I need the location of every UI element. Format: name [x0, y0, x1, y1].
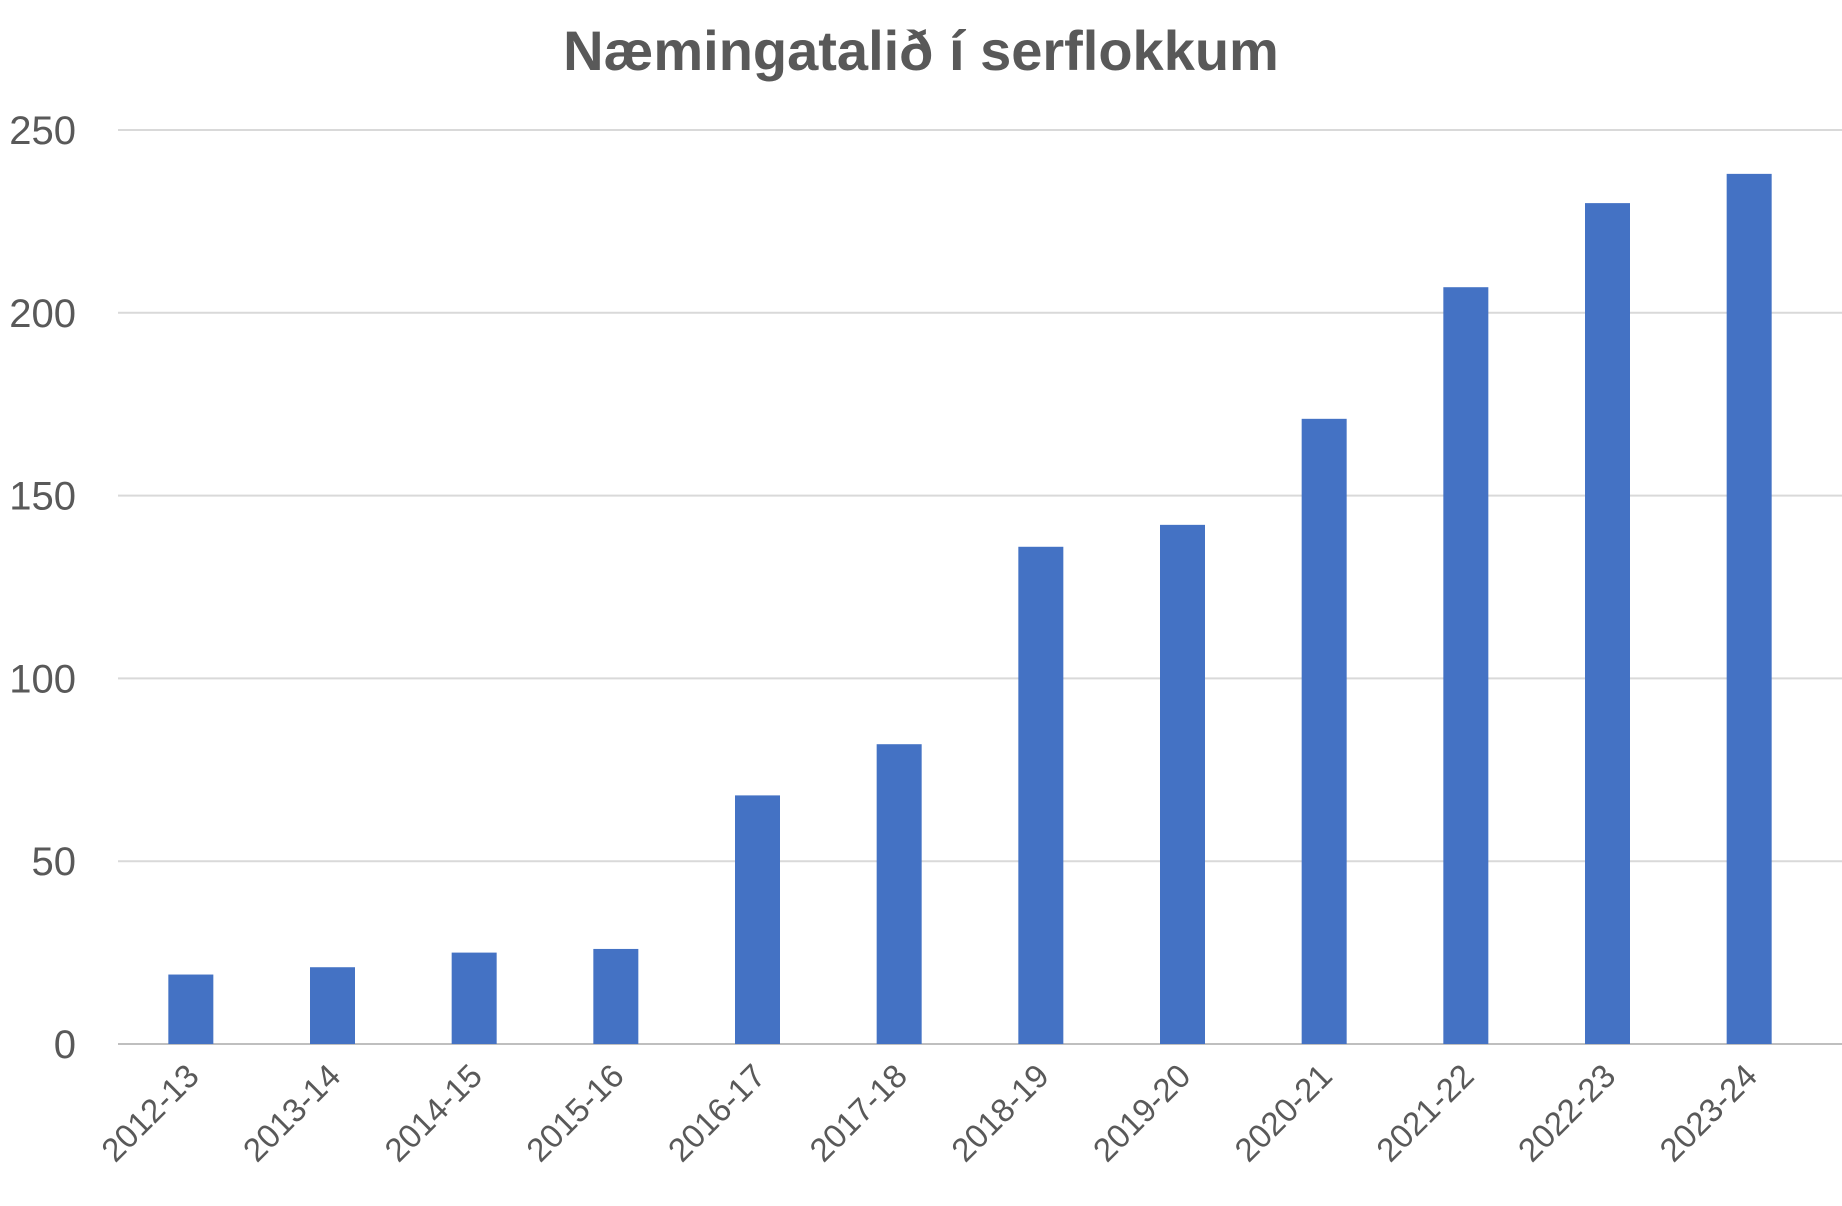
y-tick-label: 50 [32, 840, 77, 884]
x-axis-tick-labels: 2012-13 2013-14 2014-15 2015-16 2016-17 2017-… [94, 1057, 1764, 1169]
bar-2019-20 [1160, 524, 1205, 1044]
bar-2016-17 [735, 795, 780, 1044]
bar-2022-23 [1585, 203, 1630, 1044]
bar-2018-19 [1018, 546, 1064, 1044]
x-tick-label: 2013-14 [236, 1057, 348, 1169]
bar-2020-21 [1301, 418, 1347, 1045]
x-tick-label: 2017-18 [802, 1057, 914, 1169]
bar-2017-18 [876, 744, 922, 1044]
y-axis-tick-labels: 0 50 100 150 200 250 [9, 109, 76, 1067]
gridlines [118, 129, 1842, 1045]
x-tick-label: 2019-20 [1086, 1057, 1198, 1169]
bars [168, 173, 1772, 1045]
x-tick-label: 2012-13 [94, 1057, 206, 1169]
bar-2021-22 [1443, 287, 1489, 1044]
y-tick-label: 150 [9, 475, 76, 519]
bar-2015-16 [593, 948, 639, 1044]
bar-2014-15 [451, 952, 497, 1044]
x-tick-label: 2022-23 [1511, 1057, 1623, 1169]
x-tick-label: 2021-22 [1369, 1057, 1481, 1169]
x-tick-label: 2020-21 [1227, 1057, 1339, 1169]
x-tick-label: 2023-24 [1652, 1057, 1764, 1169]
x-tick-label: 2018-19 [944, 1057, 1056, 1169]
y-tick-label: 0 [54, 1023, 76, 1067]
bar-2012-13 [168, 974, 214, 1044]
x-tick-label: 2016-17 [661, 1057, 773, 1169]
x-tick-label: 2015-16 [519, 1057, 631, 1169]
y-tick-label: 250 [9, 109, 76, 153]
y-tick-label: 100 [9, 657, 76, 701]
bar-2013-14 [310, 967, 355, 1044]
bar-2023-24 [1726, 173, 1772, 1044]
chart-title: Næmingatalið í serflokkum [563, 19, 1279, 82]
x-tick-label: 2014-15 [377, 1057, 489, 1169]
y-tick-label: 200 [9, 292, 76, 336]
